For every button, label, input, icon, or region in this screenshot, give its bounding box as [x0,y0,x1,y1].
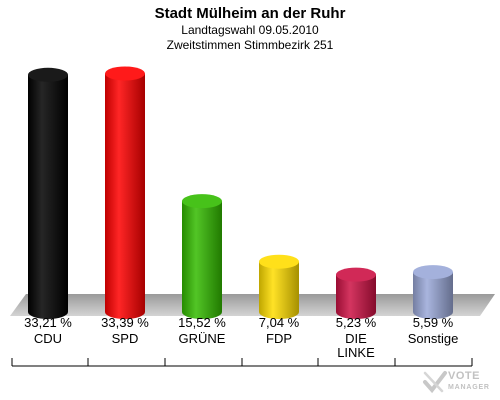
chart-title: Stadt Mülheim an der Ruhr [154,5,346,22]
bar-cdu [28,67,68,320]
value-label: 7,04 % [258,315,300,330]
bar-grüne [182,194,222,319]
category-name: Sonstige [407,331,459,346]
chart-header: Stadt Mülheim an der Ruhr Landtagswahl 0… [0,4,500,53]
category-name: GRÜNE [178,331,226,346]
vote-check-icon [423,371,447,394]
category-name: FDP [266,331,292,346]
chart-subtitle-election: Landtagswahl 09.05.2010 [181,23,319,37]
category-label-group: 15,52 % GRÜNE [164,316,240,346]
category-name: SPD [111,331,139,346]
value-label: 15,52 % [178,315,226,330]
logo-vote-text: VOTE [448,370,480,382]
category-label-group: 33,21 % CDU [10,316,86,346]
bar-spd [105,66,145,319]
category-label-group: 5,23 % DIE LINKE [318,316,394,360]
category-name: DIE [345,331,367,346]
chart-subtitle-district: Zweitstimmen Stimmbezirk 251 [166,38,334,52]
bar-fdp [259,254,299,319]
category-label-group: 5,59 % Sonstige [395,316,471,346]
category-labels: 33,21 % CDU 33,39 % SPD 15,52 % GRÜNE 7,04 % FD… [0,316,500,366]
value-label: 5,59 % [412,315,454,330]
logo-manager-text: MANAGER [448,384,490,391]
category-name: CDU [33,331,63,346]
category-label-group: 7,04 % FDP [241,316,317,346]
bar-die-linke [336,267,376,319]
value-label: 33,39 % [101,315,149,330]
category-label-group: 33,39 % SPD [87,316,163,346]
bar-sonstige [413,265,453,319]
category-name-line2: LINKE [337,345,375,360]
vote-manager-logo: VOTE MANAGER [422,370,492,394]
value-label: 5,23 % [335,315,377,330]
value-label: 33,21 % [24,315,72,330]
